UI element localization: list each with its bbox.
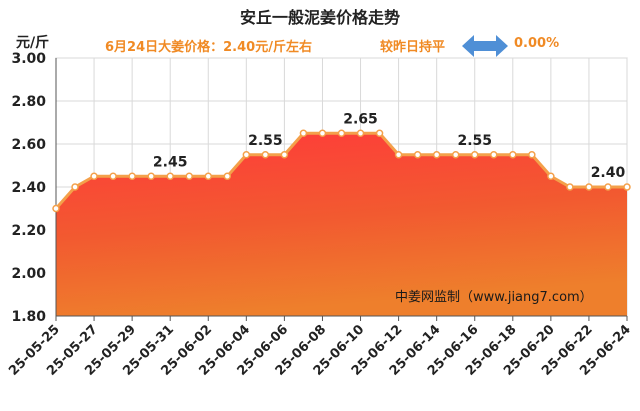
data-point [242,151,251,159]
y-tick-label: 2.40 [11,180,46,196]
data-point [585,183,593,191]
data-label: 2.45 [153,154,188,170]
data-point [470,151,479,159]
data-point [451,151,460,159]
data-point [261,151,270,159]
data-point [185,172,193,180]
data-point [623,183,631,191]
data-point [413,151,422,159]
data-point [223,172,232,180]
y-tick-label: 2.60 [11,137,46,153]
data-label: 2.55 [457,133,492,149]
data-point [204,172,213,180]
data-point [432,151,441,159]
y-tick-label: 2.00 [11,266,46,282]
data-point [147,172,155,180]
data-point [604,183,612,191]
data-point [71,183,79,191]
data-point [128,172,136,180]
data-point [280,151,289,159]
data-point [528,151,536,159]
data-point [52,204,60,213]
data-point [394,151,403,159]
data-point [375,129,384,137]
data-point [509,151,517,159]
y-tick-label: 2.80 [11,94,46,110]
data-label: 2.55 [248,133,283,149]
data-point [90,172,98,180]
price-summary: 6月24日大姜价格：2.40元/斤左右 [105,40,312,55]
data-point [299,129,308,137]
data-point [356,129,365,137]
data-point [490,151,498,159]
data-point [566,183,574,191]
y-tick-label: 3.00 [11,51,46,67]
data-point [337,129,346,137]
y-tick-label: 2.20 [11,223,46,239]
data-point [318,129,327,137]
data-point [547,172,555,180]
data-point [166,172,174,180]
watermark: 中姜网监制（www.jiang7.com） [395,290,593,305]
y-axis-unit-label: 元/斤 [16,35,50,51]
price-area [56,133,627,316]
data-label: 2.65 [343,111,378,127]
compare-label: 较昨日持平 [380,40,446,55]
data-label: 2.40 [591,165,626,181]
y-tick-label: 1.80 [11,309,46,325]
chart-title: 安丘一般泥姜价格走势 [239,8,400,27]
double-arrow-icon [462,35,508,57]
data-point [109,172,117,180]
change-percent: 0.00% [514,36,560,51]
